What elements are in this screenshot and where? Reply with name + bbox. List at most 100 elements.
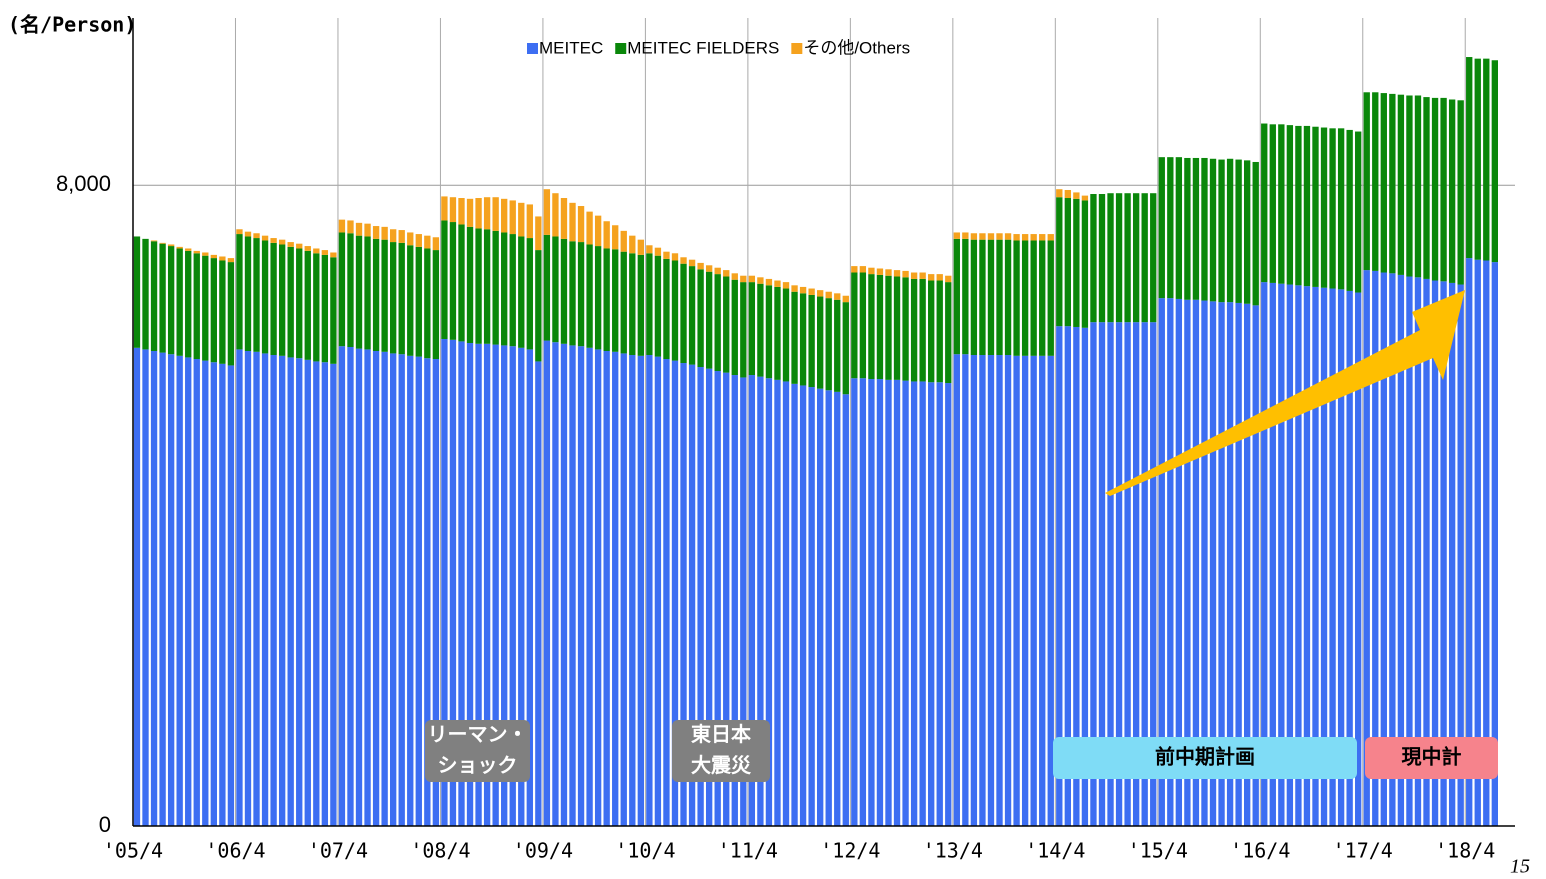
bar-segment <box>868 274 875 380</box>
bar-segment <box>210 362 217 826</box>
bar-segment <box>1192 299 1200 826</box>
bar-segment <box>552 236 559 343</box>
bar-segment <box>415 356 422 826</box>
bar-segment <box>1209 158 1217 302</box>
bar-segment <box>594 246 602 350</box>
x-tick-label: '06/4 <box>205 839 265 863</box>
bar-segment <box>518 347 525 826</box>
bar-segment <box>987 233 995 240</box>
bar-segment <box>415 234 422 247</box>
bar-segment <box>1218 159 1225 303</box>
bar-segment <box>1397 94 1405 275</box>
bar-segment <box>278 239 286 245</box>
bar-segment <box>466 226 474 343</box>
bar-segment <box>1184 299 1191 826</box>
bar-segment <box>962 238 969 355</box>
bar-segment <box>791 285 798 292</box>
bar-segment <box>159 242 166 244</box>
bar-segment <box>535 250 542 362</box>
bar-segment <box>936 274 943 281</box>
bar-segment <box>432 250 440 360</box>
bar-segment <box>799 385 807 826</box>
bar-segment <box>586 347 593 826</box>
bar-segment <box>1355 131 1362 293</box>
bar-segment <box>654 255 662 357</box>
legend-swatch <box>615 43 627 54</box>
bar-segment <box>193 250 200 254</box>
bar-segment <box>791 291 798 384</box>
bar-segment <box>1269 124 1276 283</box>
bar-segment <box>543 234 551 341</box>
bar-segment <box>1021 240 1029 356</box>
bar-segment <box>1004 233 1012 240</box>
bar-segment <box>253 351 260 826</box>
bar-segment <box>970 355 978 826</box>
y-tick-label: 0 <box>99 812 111 837</box>
bar-segment <box>834 299 841 392</box>
bar-segment <box>646 355 653 826</box>
bar-segment <box>680 363 687 826</box>
bar-segment <box>176 246 183 249</box>
bar-segment <box>1073 326 1080 826</box>
bar-segment <box>287 242 294 247</box>
bar-segment <box>278 355 286 826</box>
bar-segment <box>962 354 969 826</box>
bar-segment <box>996 233 1003 240</box>
bar-segment <box>1423 97 1430 279</box>
bar-segment <box>1278 124 1285 284</box>
bar-segment <box>825 291 832 299</box>
bar-segment <box>526 238 533 350</box>
annotation-box <box>1053 737 1357 779</box>
bar-segment <box>390 242 397 354</box>
bar-segment <box>202 360 209 826</box>
bar-segment <box>304 250 311 360</box>
bar-segment <box>1269 282 1276 826</box>
bar-segment <box>1414 95 1422 278</box>
bar-segment <box>1320 127 1328 288</box>
bar-segment <box>945 275 952 283</box>
bar-segment <box>612 351 619 826</box>
bar-segment <box>594 215 602 247</box>
bar-segment <box>1286 284 1294 826</box>
bar-segment <box>441 196 448 221</box>
bar-segment <box>620 353 627 826</box>
bar-segment <box>996 355 1003 826</box>
bar-segment <box>219 260 226 364</box>
bar-segment <box>859 378 867 826</box>
bar-segment <box>996 239 1003 356</box>
legend-label: その他/Others <box>803 38 910 57</box>
bar-segment <box>270 355 277 826</box>
bar-segment <box>782 381 790 826</box>
bar-segment <box>620 230 627 252</box>
bar-segment <box>654 247 662 256</box>
bar-segment <box>407 232 414 246</box>
bar-segment <box>748 282 756 376</box>
bar-segment <box>765 378 773 826</box>
bar-segment <box>688 266 696 365</box>
bar-segment <box>1107 322 1114 826</box>
bar-segment <box>1440 97 1447 282</box>
bar-segment <box>569 241 576 346</box>
bar-segment <box>347 347 354 826</box>
bar-segment <box>227 365 235 826</box>
bar-segment <box>483 229 491 344</box>
bar-segment <box>953 238 960 355</box>
bar-segment <box>432 359 440 826</box>
bar-segment <box>296 358 303 826</box>
bar-segment <box>569 202 576 242</box>
bar-segment <box>1491 262 1498 826</box>
bar-segment <box>381 226 388 240</box>
bar-segment <box>1013 234 1020 241</box>
bar-segment <box>1158 298 1165 826</box>
bar-segment <box>620 251 627 354</box>
bar-segment <box>774 280 781 287</box>
bar-segment <box>1167 157 1174 299</box>
bar-segment <box>799 286 807 294</box>
bar-segment <box>1474 58 1481 260</box>
bar-segment <box>782 288 790 382</box>
bar-segment <box>885 269 892 276</box>
bar-segment <box>424 248 431 359</box>
bar-segment <box>509 234 516 347</box>
bar-segment <box>338 232 346 347</box>
bar-segment <box>372 226 380 239</box>
